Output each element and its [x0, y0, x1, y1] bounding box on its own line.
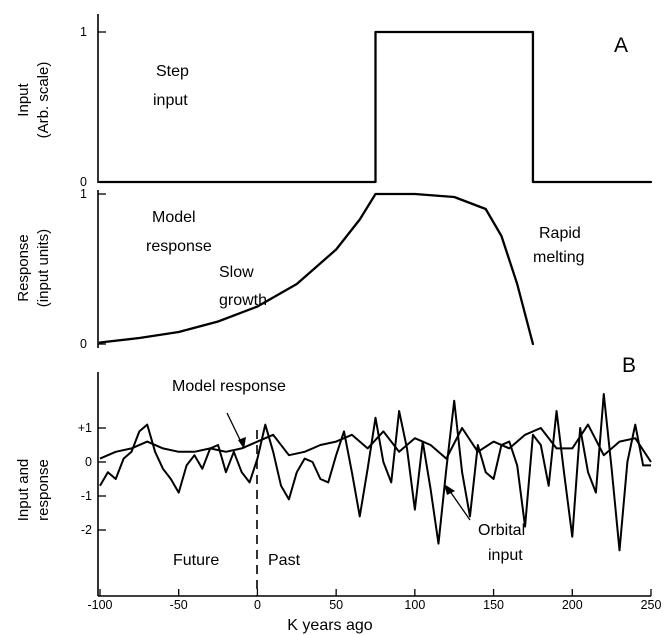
panel-orbital: +1 0 -1 -2 -100 -50 0 50 100 150 200 250 Input and…: [15, 354, 661, 634]
input-ylabel-line1: Input: [15, 82, 32, 116]
b-ylabel-line2: response: [35, 459, 52, 521]
b-xtick-label: -50: [170, 598, 188, 612]
orbital-arrowhead: [444, 484, 455, 495]
model-response-arrowhead: [238, 437, 246, 449]
response-series: [98, 192, 535, 346]
b-xtick-label: 150: [483, 598, 504, 612]
b-xtick-label: -100: [87, 598, 112, 612]
response-ytick-label-0: 0: [80, 337, 87, 351]
orbital-input-series: [99, 393, 651, 552]
b-ytick-label: -2: [81, 523, 92, 537]
model-annotation: Model: [152, 209, 196, 226]
b-xtick-label: 100: [404, 598, 425, 612]
input-ytick-label-1: 1: [80, 25, 87, 39]
input-step-series: [98, 30, 653, 184]
b-xticks: -100 -50 0 50 100 150 200 250: [87, 589, 661, 612]
response-ylabel-line1: Response: [15, 234, 32, 302]
input-annotation: input: [153, 92, 188, 109]
response-ylabel-line2: (input units): [35, 229, 52, 307]
b-ylabel-line1: Input and: [15, 459, 32, 522]
b-ytick-label: 0: [85, 455, 92, 469]
step-annotation: Step: [156, 63, 189, 80]
b-xtick-label: 250: [641, 598, 662, 612]
model-response-annotation: Model response: [172, 378, 286, 395]
melting-annotation: melting: [533, 249, 585, 266]
slow-annotation: Slow: [219, 264, 254, 281]
future-annotation: Future: [173, 552, 219, 569]
b-ytick-label: +1: [78, 421, 92, 435]
model-response-series: [99, 423, 652, 463]
panel-letter-b: B: [622, 354, 636, 377]
rapid-annotation: Rapid: [539, 225, 581, 242]
past-annotation: Past: [268, 552, 301, 569]
panel-response: 1 0 Response (input units) Model respons…: [15, 34, 628, 351]
panel-letter-a: A: [614, 34, 628, 57]
b-xtick-label: 200: [562, 598, 583, 612]
input-ylabel-line2: (Arb. scale): [35, 62, 52, 139]
b-ytick-label: -1: [81, 489, 92, 503]
response-ytick-label-1: 1: [80, 187, 87, 201]
orbital-annotation: Orbital: [478, 522, 525, 539]
panel-step-input: 1 0 Input (Arb. scale) Step input: [15, 14, 653, 189]
b-xtick-label: 50: [329, 598, 343, 612]
input-orbital-annotation: input: [488, 547, 523, 564]
b-xlabel: K years ago: [287, 617, 372, 634]
response-annotation: response: [146, 238, 212, 255]
growth-annotation: growth: [219, 292, 267, 309]
b-xtick-label: 0: [254, 598, 261, 612]
input-ytick-label-0: 0: [80, 175, 87, 189]
b-yticks: +1 0 -1 -2: [78, 421, 106, 537]
